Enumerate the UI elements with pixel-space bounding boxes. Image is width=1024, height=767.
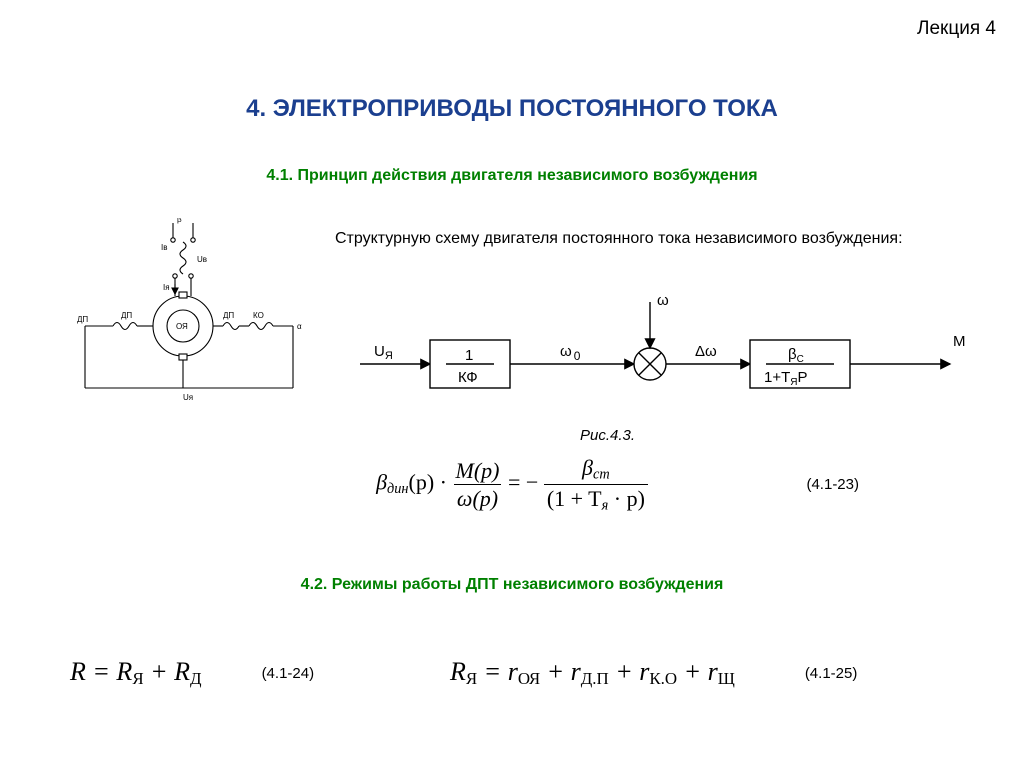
- lecture-number: Лекция 4: [917, 18, 996, 40]
- eq-number-24: (4.1-24): [262, 665, 315, 682]
- sig-uya: UЯ: [374, 343, 393, 362]
- sig-M: М: [953, 333, 966, 350]
- sig-dw: Δω: [695, 343, 717, 360]
- equation-4-1-23: βдин(p) · M(p) ω(p) = − βст (1 + Tя · p)…: [0, 455, 1024, 514]
- page-title: 4. ЭЛЕКТРОПРИВОДЫ ПОСТОЯННОГО ТОКА: [0, 95, 1024, 123]
- equation-4-1-24: R = RЯ + RД (4.1-24): [70, 657, 314, 689]
- sig-w-top: ω: [657, 292, 669, 309]
- label-ko: КО: [253, 311, 264, 320]
- label-beta: β: [177, 218, 182, 224]
- section-4-1-title: 4.1. Принцип действия двигателя независи…: [0, 167, 1024, 185]
- equation-4-1-25: RЯ = rОЯ + rД.П + rК.О + rЩ (4.1-25): [450, 657, 857, 689]
- label-dp-left: ДП: [121, 311, 132, 320]
- label-iv: Iв: [161, 243, 167, 252]
- motor-schematic: β Iв Uв ДП ДП КО ОЯ Iя Uя ДП α: [75, 218, 305, 413]
- label-uya-bottom: Uя: [183, 393, 193, 402]
- intro-text: Структурную схему двигателя постоянного …: [335, 228, 955, 250]
- block-diagram: UЯ 1 КФ ω0 ω Δω βС 1+TЯP М: [350, 290, 980, 425]
- label-uv: Uв: [197, 255, 207, 264]
- label-oya: ОЯ: [176, 322, 188, 331]
- section-4-2-title: 4.2. Режимы работы ДПТ независимого возб…: [0, 576, 1024, 594]
- eq-number-23: (4.1-23): [806, 476, 859, 493]
- tf1-num: 1: [465, 347, 473, 364]
- label-alpha: α: [297, 322, 302, 331]
- tf2-den: 1+TЯP: [764, 369, 808, 388]
- figure-caption: Рис.4.3.: [580, 427, 635, 444]
- label-iya: Iя: [163, 283, 170, 292]
- tf1-den: КФ: [458, 369, 478, 386]
- label-dp-term-l: ДП: [77, 315, 88, 324]
- sig-w0: ω0: [560, 343, 581, 363]
- eq-number-25: (4.1-25): [805, 665, 858, 682]
- label-dp-right: ДП: [223, 311, 234, 320]
